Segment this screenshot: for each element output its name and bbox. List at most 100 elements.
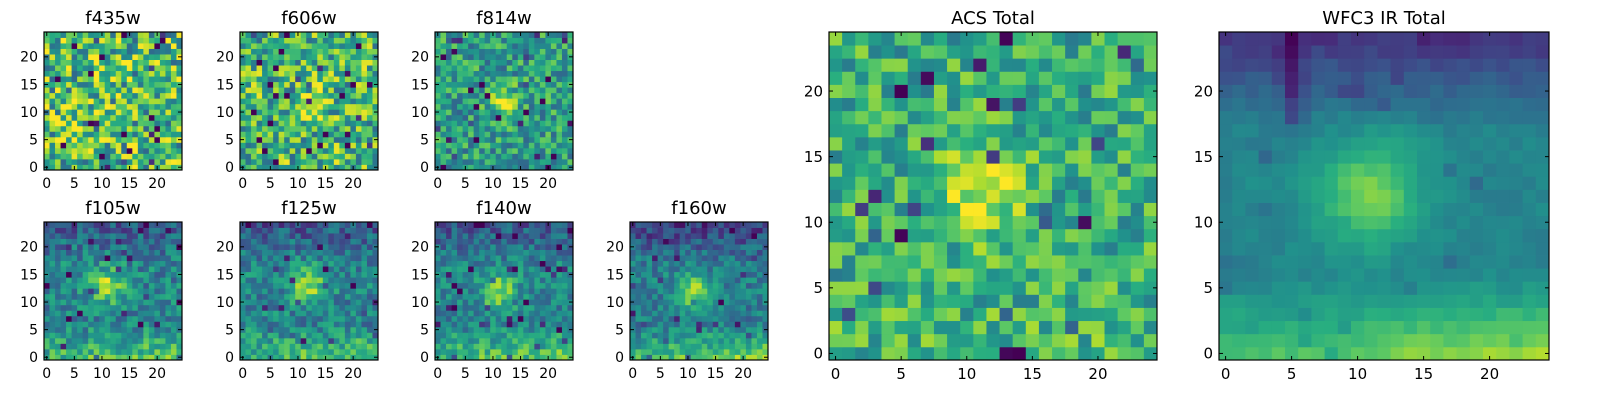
heatmap-cell bbox=[284, 348, 291, 355]
heatmap-cell bbox=[104, 354, 111, 361]
heatmap-cell bbox=[93, 153, 100, 160]
heatmap-cell bbox=[366, 109, 373, 116]
heatmap-cell bbox=[473, 244, 480, 250]
heatmap-cell bbox=[306, 81, 313, 88]
heatmap-cell bbox=[110, 260, 117, 267]
heatmap-cell bbox=[176, 321, 183, 328]
heatmap-cell bbox=[148, 142, 155, 149]
heatmap-cell bbox=[567, 260, 574, 267]
heatmap-cell bbox=[300, 98, 307, 105]
heatmap-cell bbox=[159, 227, 166, 234]
heatmap-cell bbox=[339, 310, 346, 317]
heatmap-cell bbox=[528, 266, 535, 273]
heatmap-cell bbox=[674, 255, 681, 262]
heatmap-cell bbox=[104, 244, 111, 250]
heatmap-cell bbox=[121, 109, 128, 116]
heatmap-cell bbox=[110, 87, 117, 94]
heatmap-cell bbox=[361, 37, 368, 44]
heatmap-cell bbox=[545, 227, 552, 234]
heatmap-cell bbox=[256, 147, 263, 154]
heatmap-cell bbox=[495, 158, 502, 165]
heatmap-cell bbox=[756, 271, 763, 278]
heatmap-cell bbox=[165, 153, 172, 160]
heatmap-cell bbox=[60, 147, 67, 154]
heatmap-cell bbox=[506, 299, 513, 306]
heatmap-cell bbox=[115, 54, 122, 60]
heatmap-cell bbox=[366, 164, 373, 171]
heatmap-cell bbox=[1025, 307, 1040, 322]
heatmap-cell bbox=[256, 32, 263, 38]
heatmap-cell bbox=[652, 315, 658, 322]
heatmap-cell bbox=[170, 222, 177, 228]
heatmap-cell bbox=[1012, 228, 1027, 243]
heatmap-cell bbox=[110, 98, 117, 105]
heatmap-cell bbox=[278, 288, 285, 295]
heatmap-cell bbox=[646, 233, 653, 239]
heatmap-cell bbox=[273, 158, 280, 165]
heatmap-cell bbox=[479, 43, 486, 49]
heatmap-cell bbox=[256, 343, 263, 350]
heatmap-cell bbox=[1025, 163, 1040, 177]
heatmap-cell bbox=[44, 131, 50, 138]
heatmap-cell bbox=[740, 293, 747, 300]
heatmap-cell bbox=[539, 158, 546, 165]
heatmap-cell bbox=[300, 282, 307, 289]
heatmap-cell bbox=[126, 114, 133, 121]
heatmap-cell bbox=[328, 343, 335, 350]
heatmap-cell bbox=[523, 120, 530, 127]
heatmap-cell bbox=[947, 346, 961, 361]
heatmap-cell bbox=[751, 266, 758, 273]
heatmap-cell bbox=[435, 103, 441, 110]
heatmap-cell bbox=[300, 343, 307, 350]
heatmap-cell bbox=[462, 114, 469, 121]
heatmap-cell bbox=[295, 120, 302, 127]
heatmap-cell bbox=[567, 120, 574, 127]
heatmap-cell bbox=[473, 260, 480, 267]
heatmap-cell bbox=[77, 70, 84, 77]
heatmap-cell bbox=[1052, 320, 1066, 335]
heatmap-cell bbox=[251, 227, 257, 234]
heatmap-cell bbox=[701, 299, 708, 306]
heatmap-cell bbox=[93, 109, 100, 116]
heatmap-cell bbox=[1104, 241, 1119, 256]
y-tick-label: 0 bbox=[225, 160, 234, 176]
heatmap-cell bbox=[176, 87, 183, 94]
heatmap-cell bbox=[550, 158, 557, 165]
heatmap-cell bbox=[240, 332, 246, 339]
heatmap-cell bbox=[148, 120, 155, 127]
heatmap-cell bbox=[473, 54, 480, 60]
heatmap-cell bbox=[284, 255, 291, 262]
heatmap-cell bbox=[104, 59, 111, 66]
heatmap-cell bbox=[71, 103, 78, 110]
heatmap-cell bbox=[1091, 189, 1105, 203]
heatmap-cell bbox=[289, 54, 296, 60]
heatmap-cell bbox=[646, 321, 653, 328]
heatmap-cell bbox=[245, 293, 252, 300]
heatmap-cell bbox=[999, 163, 1014, 177]
heatmap-cell bbox=[165, 48, 172, 55]
heatmap-cell bbox=[372, 43, 379, 49]
heatmap-cell bbox=[490, 131, 497, 138]
heatmap-cell bbox=[435, 76, 441, 83]
heatmap-cell bbox=[66, 244, 72, 250]
heatmap-cell bbox=[165, 125, 172, 132]
heatmap-cell bbox=[701, 315, 708, 322]
heatmap-cell bbox=[251, 326, 257, 333]
heatmap-cell bbox=[550, 277, 557, 284]
heatmap-cell bbox=[1038, 228, 1053, 243]
heatmap-cell bbox=[132, 37, 139, 44]
heatmap-cell bbox=[561, 260, 568, 267]
heatmap-cell bbox=[306, 92, 313, 99]
heatmap-cell bbox=[523, 54, 530, 60]
heatmap-cell bbox=[350, 304, 357, 311]
heatmap-cell bbox=[550, 147, 557, 154]
heatmap-cell bbox=[289, 131, 296, 138]
heatmap-cell bbox=[306, 109, 313, 116]
heatmap-cell bbox=[495, 98, 502, 105]
heatmap-cell bbox=[690, 249, 697, 256]
heatmap-cell bbox=[756, 326, 763, 333]
heatmap-cell bbox=[674, 348, 681, 355]
heatmap-cell bbox=[550, 70, 557, 77]
heatmap-cell bbox=[740, 332, 747, 339]
heatmap-cell bbox=[1143, 163, 1158, 177]
